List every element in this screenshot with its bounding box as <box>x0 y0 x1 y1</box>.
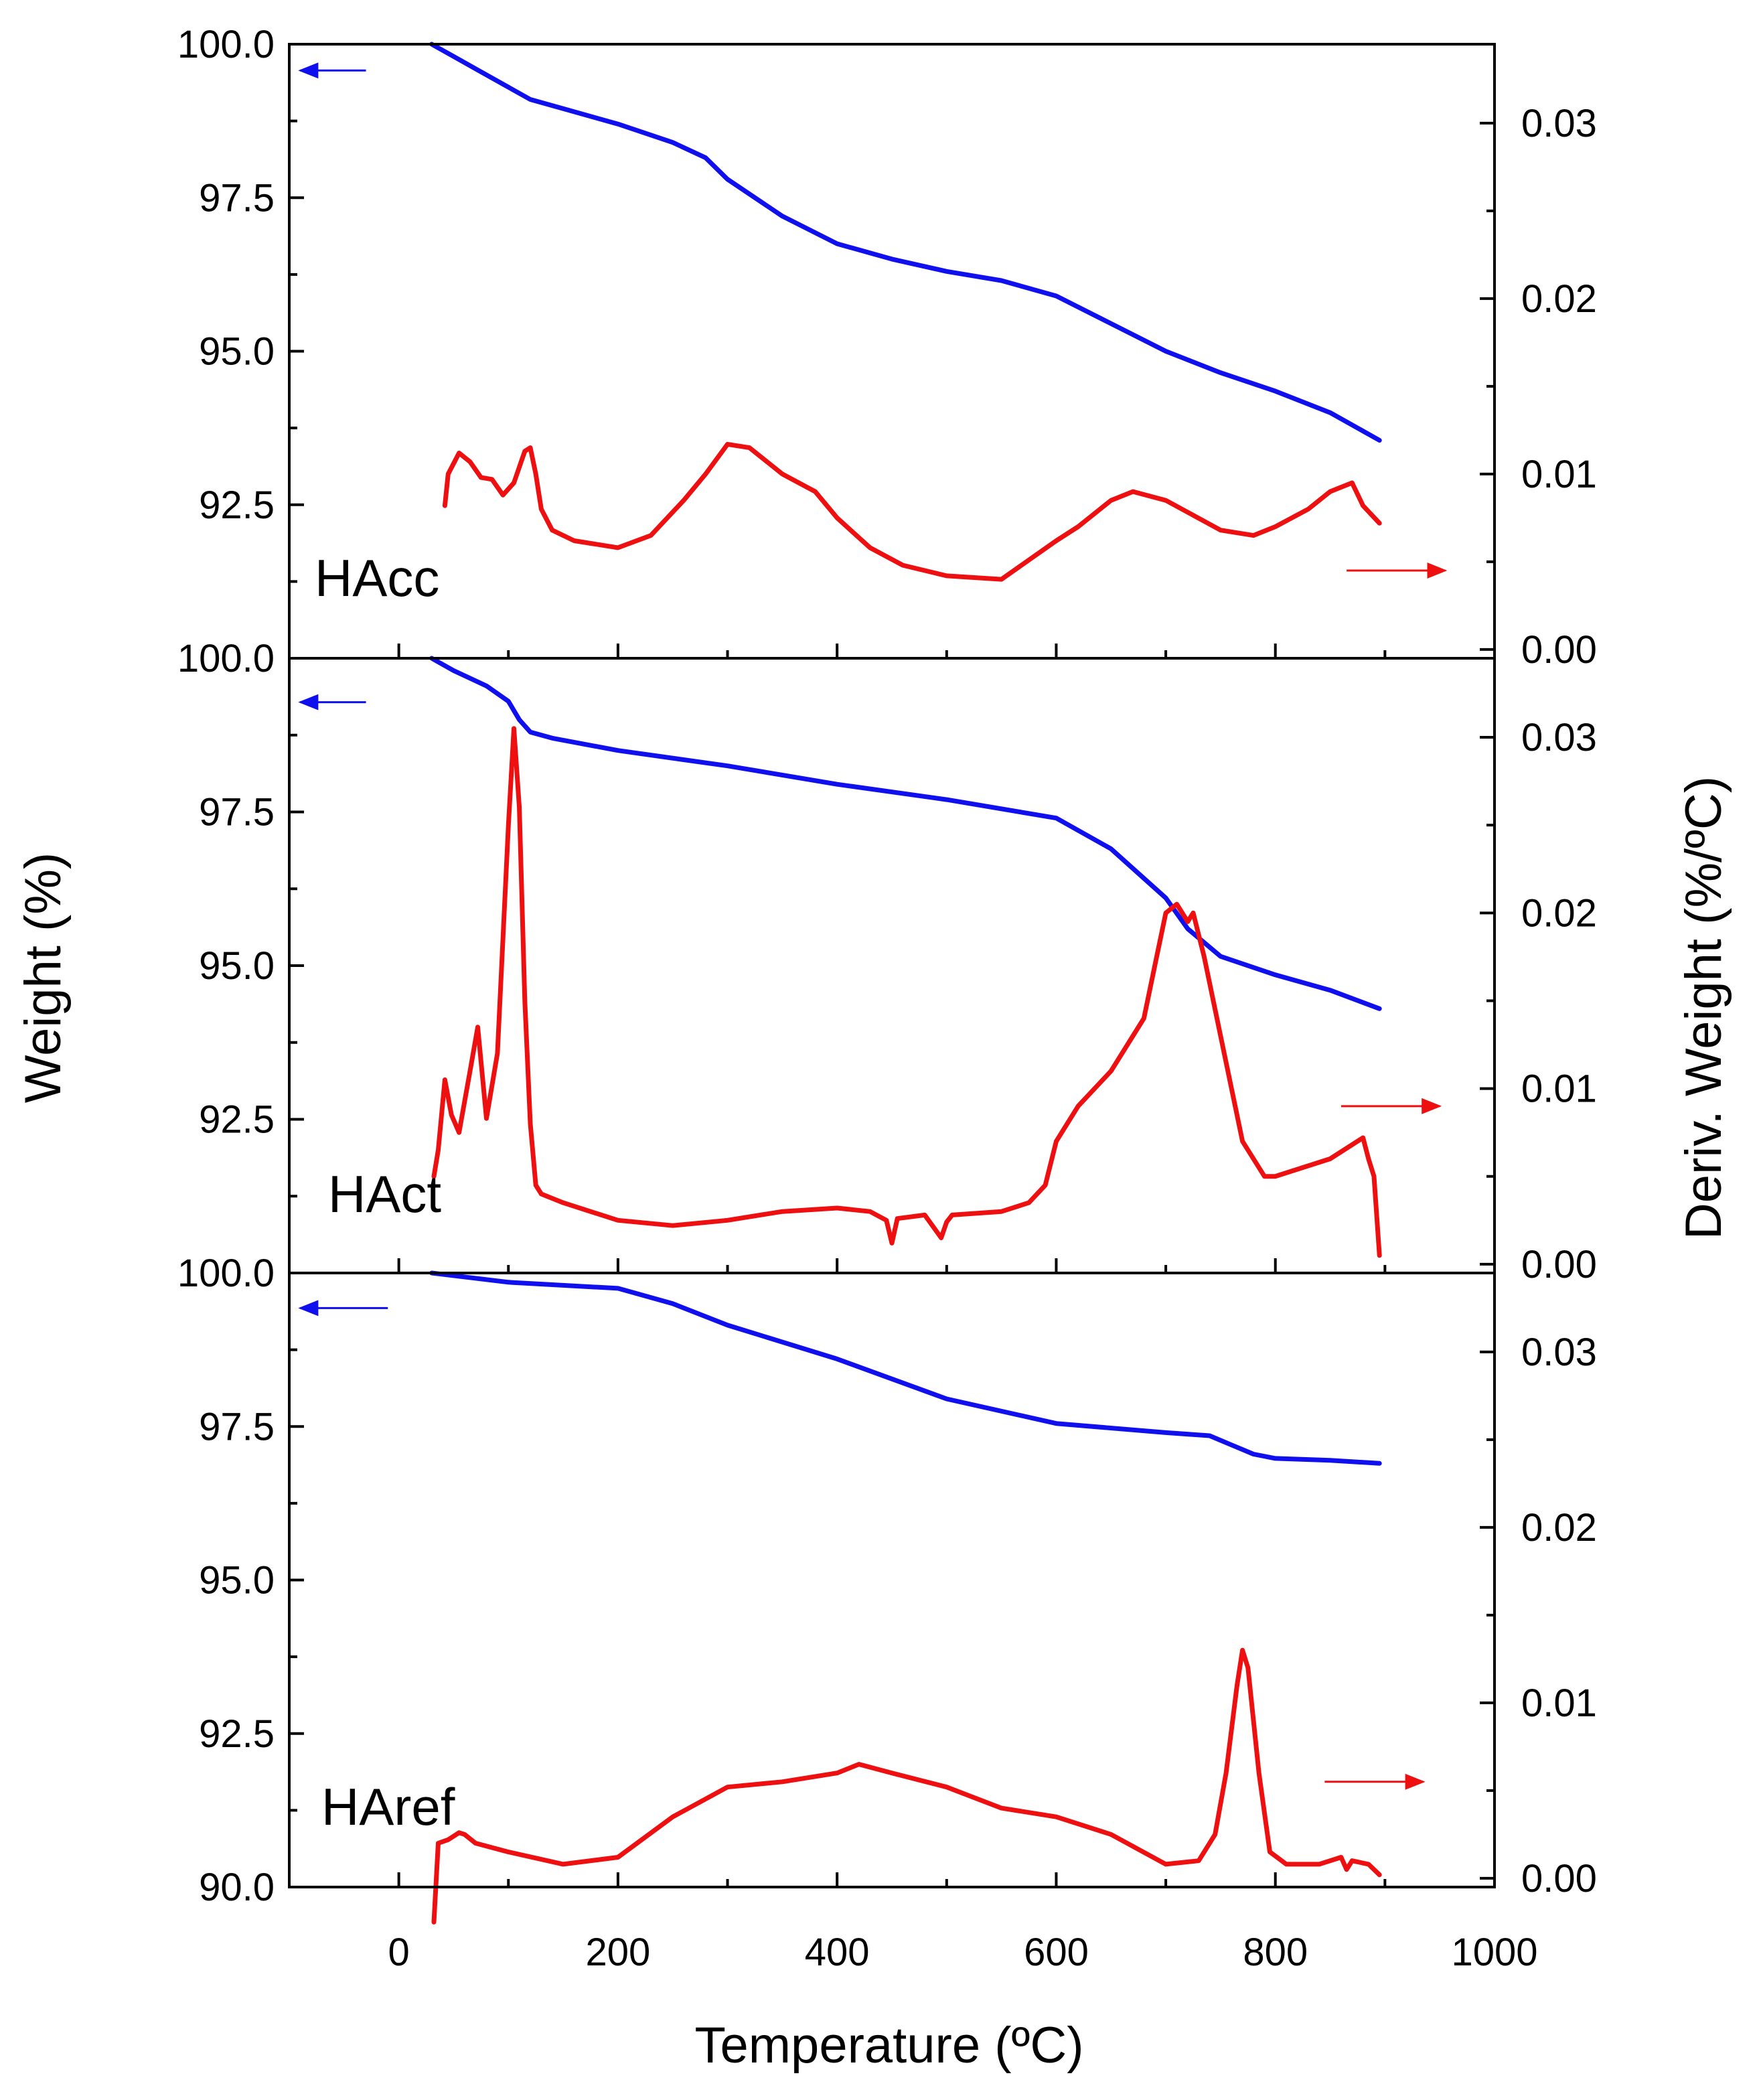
panel-hacc-left-tick-label: 100.0 <box>177 23 275 66</box>
panel-hacc-right-tick-label: 0.01 <box>1521 453 1597 496</box>
panel-hact-derivative-line <box>431 726 1382 1258</box>
x-axis-title: Temperature (ºC) <box>694 2017 1083 2074</box>
panel-hact-label: HAct <box>328 1165 441 1223</box>
x-tick-label: 400 <box>805 1931 870 1974</box>
panel-hact-frame <box>288 657 1496 1274</box>
panel-hacc-left-tick-label: 95.0 <box>199 330 275 374</box>
panel-hacc-right-tick-label: 0.03 <box>1521 102 1597 145</box>
panel-haref-weight-line <box>429 1270 1382 1466</box>
x-tick-label: 0 <box>388 1931 410 1974</box>
x-tick-label: 600 <box>1024 1931 1089 1974</box>
panel-haref-left-tick-label: 92.5 <box>199 1712 275 1756</box>
panel-hact-right-tick-label: 0.03 <box>1521 716 1597 759</box>
panel-haref-right-tick-label: 0.00 <box>1521 1857 1597 1900</box>
panel-haref-left-tick-label: 95.0 <box>199 1559 275 1602</box>
panel-hacc-weight-line <box>429 42 1382 443</box>
panel-hact-left-tick-label: 95.0 <box>199 944 275 988</box>
panel-hacc-right-tick-label: 0.00 <box>1521 628 1597 672</box>
panel-haref-right-tick-label: 0.02 <box>1521 1506 1597 1550</box>
panel-hact-left-tick-label: 100.0 <box>177 637 275 680</box>
panel-hact-right-tick-label: 0.02 <box>1521 891 1597 935</box>
panel-hact-left-tick-label: 97.5 <box>199 791 275 834</box>
left-y-axis-title: Weight (%) <box>15 852 72 1103</box>
panel-hacc-left-tick-label: 97.5 <box>199 176 275 220</box>
right-y-axis-title: Deriv. Weight (%/ºC) <box>1675 776 1732 1240</box>
panel-haref-left-tick-label: 97.5 <box>199 1405 275 1448</box>
panel-hact-right-tick-label: 0.00 <box>1521 1243 1597 1286</box>
panel-hact-weight-line <box>429 656 1382 1011</box>
panel-hacc-frame <box>288 43 1496 660</box>
panel-haref-right-tick-label: 0.01 <box>1521 1681 1597 1725</box>
panel-hact-right-tick-label: 0.01 <box>1521 1067 1597 1111</box>
panel-hacc-right-tick-label: 0.02 <box>1521 277 1597 321</box>
panel-haref-left-tick-label: 100.0 <box>177 1252 275 1295</box>
x-tick-label: 200 <box>586 1931 651 1974</box>
panel-haref-left-tick-label: 90.0 <box>199 1866 275 1909</box>
panel-haref-label: HAref <box>321 1777 455 1836</box>
panel-hacc-label: HAcc <box>315 548 439 607</box>
panel-haref-derivative-line <box>431 1647 1382 1925</box>
panel-haref-right-tick-label: 0.03 <box>1521 1331 1597 1374</box>
x-tick-label: 800 <box>1243 1931 1308 1974</box>
panel-hact-left-tick-label: 92.5 <box>199 1098 275 1142</box>
panel-haref-frame <box>288 1272 1496 1888</box>
x-tick-label: 1000 <box>1451 1931 1537 1974</box>
panel-hacc-derivative-line <box>442 441 1382 582</box>
panel-hacc-left-tick-label: 92.5 <box>199 483 275 527</box>
